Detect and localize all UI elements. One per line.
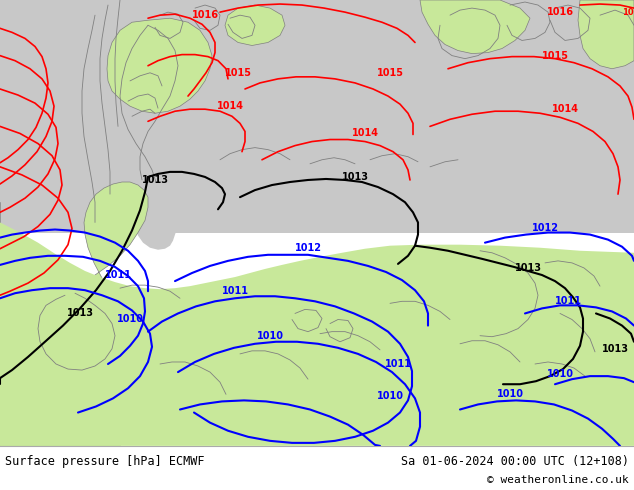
Text: © weatheronline.co.uk: © weatheronline.co.uk <box>488 475 629 485</box>
Text: 1011: 1011 <box>105 270 131 280</box>
Polygon shape <box>0 222 634 446</box>
Text: 1011: 1011 <box>221 286 249 296</box>
Text: 1016: 1016 <box>547 7 574 17</box>
Text: 1013: 1013 <box>67 308 93 318</box>
Text: 1010: 1010 <box>496 390 524 399</box>
Polygon shape <box>134 154 482 250</box>
Text: 1015: 1015 <box>377 68 403 78</box>
Polygon shape <box>0 0 634 190</box>
Text: Sa 01-06-2024 00:00 UTC (12+108): Sa 01-06-2024 00:00 UTC (12+108) <box>401 455 629 468</box>
Text: 1013: 1013 <box>602 344 628 354</box>
Polygon shape <box>0 0 634 52</box>
Text: 1012: 1012 <box>531 222 559 232</box>
Text: 1011: 1011 <box>555 296 581 306</box>
Polygon shape <box>107 18 212 113</box>
Polygon shape <box>0 0 634 222</box>
Text: 1012: 1012 <box>295 243 321 253</box>
Text: 1015: 1015 <box>541 50 569 61</box>
Text: 1011: 1011 <box>384 359 411 369</box>
Text: 1015: 1015 <box>224 68 252 78</box>
Polygon shape <box>0 182 148 446</box>
Text: Surface pressure [hPa] ECMWF: Surface pressure [hPa] ECMWF <box>5 455 205 468</box>
Text: 1010: 1010 <box>257 331 283 341</box>
Text: 1013: 1013 <box>515 263 541 273</box>
Polygon shape <box>225 5 285 46</box>
Text: 1010: 1010 <box>117 314 143 323</box>
Text: 1013: 1013 <box>342 172 368 182</box>
Text: 1014: 1014 <box>351 128 378 139</box>
Text: 1016: 1016 <box>623 8 634 17</box>
Text: 1010: 1010 <box>377 392 403 401</box>
Polygon shape <box>0 0 128 222</box>
Text: 1013: 1013 <box>141 175 169 185</box>
Text: 1016: 1016 <box>191 10 219 20</box>
Text: 1010: 1010 <box>547 369 574 379</box>
Polygon shape <box>578 0 634 69</box>
Polygon shape <box>0 0 634 157</box>
Text: 1014: 1014 <box>552 104 578 114</box>
Text: 1014: 1014 <box>216 101 243 111</box>
Polygon shape <box>420 0 530 53</box>
Bar <box>0 0 634 233</box>
